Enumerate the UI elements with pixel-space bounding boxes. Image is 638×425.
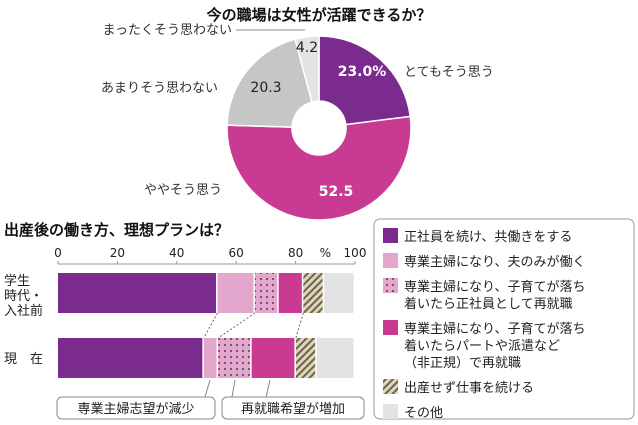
category-label: 現 在 xyxy=(4,352,43,367)
legend-label: 出産せず仕事を続ける xyxy=(404,380,534,396)
legend-label: 着いたら正社員として再就職 xyxy=(404,296,573,312)
pie-slice xyxy=(226,115,412,221)
bar-segment xyxy=(254,273,278,313)
pie-category-label: まったくそう思わない xyxy=(103,23,232,38)
legend-swatch xyxy=(383,278,398,293)
connector-line xyxy=(295,312,304,339)
legend-label: 専業主婦になり、夫のみが働く xyxy=(404,254,585,270)
annotation-text: 再就職希望が増加 xyxy=(241,401,345,417)
bar-title: 出産後の働き方、理想プランは？ xyxy=(4,221,229,239)
x-tick-label: 20 xyxy=(110,246,125,260)
pie-chart: 23.0% とてもそう思う 52.5 ややそう思う 20.3 あまりそう思わない 4.2 まっ… xyxy=(101,23,494,221)
annotation-text: 専業主婦志望が減少 xyxy=(77,401,194,417)
bar-segment xyxy=(251,338,295,378)
legend-swatch xyxy=(383,253,398,268)
category-label: 入社前 xyxy=(4,303,43,319)
pie-value-label: 52.5 xyxy=(319,184,354,200)
legend-swatch xyxy=(383,379,398,394)
unit-label: % xyxy=(320,246,331,260)
legend-box xyxy=(373,218,635,420)
x-tick-label: 100 xyxy=(344,246,367,260)
bar-segment xyxy=(218,338,251,378)
pie-slice xyxy=(318,35,412,126)
pie-title: 今の職場は女性が活躍できるか？ xyxy=(206,6,432,24)
legend-swatch xyxy=(383,320,398,335)
annotation-box xyxy=(221,396,365,420)
bar-segment xyxy=(303,273,323,313)
pie-slice xyxy=(226,38,313,128)
bar-segment xyxy=(316,338,354,378)
legend-swatch xyxy=(383,228,398,243)
bar-segment xyxy=(295,338,316,378)
annotation-box xyxy=(56,396,216,420)
pie-slice xyxy=(294,35,320,103)
legend-label: その他 xyxy=(404,406,443,421)
x-tick-label: 80 xyxy=(288,246,303,260)
connector-line xyxy=(217,312,256,339)
bar-segment xyxy=(217,273,254,313)
legend-swatch xyxy=(383,404,398,419)
pie-value-label: 4.2 xyxy=(296,40,318,56)
annotation-pointer xyxy=(231,379,236,398)
category-label: 時代・ xyxy=(4,289,43,304)
annotation-pointer xyxy=(204,379,211,398)
x-tick-label: 60 xyxy=(229,246,244,260)
bar-segment xyxy=(203,338,217,378)
legend: 正社員を続け、共働きをする専業主婦になり、夫のみが働く専業主婦になり、子育てが落… xyxy=(373,218,635,421)
bar-segment xyxy=(324,273,354,313)
legend-label: 専業主婦になり、子育てが落ち xyxy=(404,321,585,337)
legend-label: （非正規）で再就職 xyxy=(404,356,521,371)
legend-label: 専業主婦になり、子育てが落ち xyxy=(404,279,585,295)
category-label: 学生 xyxy=(4,273,30,289)
pie-category-label: あまりそう思わない xyxy=(101,81,218,96)
pie-value-label: 20.3 xyxy=(250,80,281,96)
connector-line xyxy=(203,312,218,339)
legend-label: 正社員を続け、共働きをする xyxy=(404,229,572,245)
pie-value-label: 23.0% xyxy=(338,64,387,80)
pie-category-label: とてもそう思う xyxy=(404,65,494,80)
legend-label: 着いたらパートや派遣など xyxy=(404,338,560,354)
annotation-pointer xyxy=(265,379,271,398)
bar-segment xyxy=(58,273,216,313)
x-tick-label: 0 xyxy=(54,246,62,260)
x-tick-label: 40 xyxy=(169,246,184,260)
pie-category-label: ややそう思う xyxy=(144,183,222,198)
bar-segment xyxy=(278,273,302,313)
bar-segment xyxy=(58,338,203,378)
